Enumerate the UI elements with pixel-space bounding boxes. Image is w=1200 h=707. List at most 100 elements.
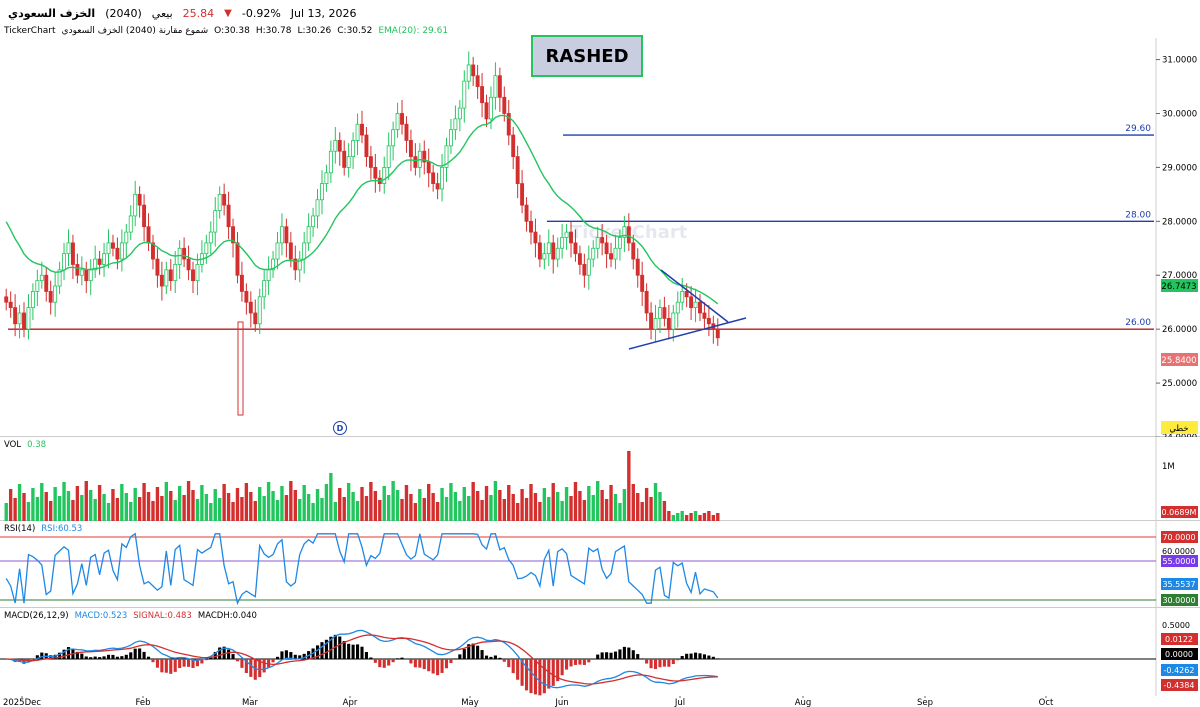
macd-hist-bar [662, 659, 666, 667]
macd-hist-bar [645, 659, 649, 664]
candle-body [66, 242, 71, 255]
volume-bar [200, 485, 204, 521]
volume-bar [698, 515, 702, 521]
candle-body [4, 296, 9, 303]
rsi-legend: RSI(14) RSI:60.53 [4, 524, 82, 534]
candle-body [226, 204, 231, 228]
candle-body [426, 161, 431, 174]
macd-hist-bar [182, 659, 186, 667]
candle-body [48, 291, 53, 303]
volume-bar [160, 496, 164, 521]
candle-body [346, 156, 351, 168]
candle-body [119, 242, 124, 260]
volume-bar [684, 515, 689, 521]
macd-hist-bar [596, 654, 600, 659]
macd-hist-bar [195, 659, 200, 667]
dividend-marker-icon[interactable]: D [333, 421, 347, 435]
macd-hist-bar [471, 643, 475, 659]
volume-bar [124, 493, 128, 521]
candle-body [342, 150, 347, 168]
candle-body [137, 193, 142, 206]
macd-hist-bar [369, 657, 373, 659]
volume-bar [195, 499, 200, 521]
chart-source: TickerChart [4, 26, 56, 36]
volume-chart[interactable]: 1M 0.0689M [0, 437, 1200, 521]
macd-hist-bar [560, 659, 564, 676]
volume-bar [644, 488, 649, 521]
candle-body [693, 301, 698, 308]
volume-bar [604, 499, 609, 521]
level-label: 29.60 [1125, 124, 1151, 134]
candle-body [582, 264, 587, 276]
volume-bar [271, 491, 275, 521]
candle-body [706, 317, 711, 325]
macd-value-badge [1161, 664, 1198, 676]
candle-body [382, 167, 387, 184]
candle-body [35, 280, 40, 292]
macd-hist-bar [427, 659, 431, 672]
ohlc-close: C:30.52 [337, 26, 373, 36]
volume-bar [293, 490, 297, 521]
volume-bar [222, 484, 226, 521]
candle-body [466, 64, 471, 82]
macd-hist-bar [40, 652, 44, 659]
candle-body [613, 247, 618, 260]
volume-bar [275, 500, 280, 521]
macd-hist-bar [476, 645, 480, 659]
macd-hist-bar [324, 639, 328, 659]
volume-bar [475, 491, 480, 521]
macd-hist-bar [480, 650, 484, 659]
macd-hist-bar [422, 659, 426, 670]
volume-bar [191, 490, 195, 521]
volume-bar [137, 497, 142, 521]
volume-bar [333, 502, 338, 521]
macd-hist-bar [578, 659, 582, 665]
volume-bar [676, 513, 680, 521]
volume-bar [115, 498, 120, 521]
macd-hist-bar [667, 659, 671, 667]
macd-hist-bar [680, 656, 684, 659]
candle-body [288, 242, 293, 260]
macd-hist-bar [155, 659, 159, 668]
candle-body [79, 269, 84, 276]
macd-hist-bar [605, 652, 609, 659]
candle-body [168, 269, 173, 282]
macd-hist-bar [387, 659, 391, 666]
ohlc-open: O:30.38 [214, 26, 250, 36]
macd-hist-bar [138, 648, 142, 659]
symbol-code: (2040) [105, 6, 142, 20]
volume-bar [520, 489, 524, 521]
macd-hist-bar [613, 651, 618, 659]
macd-hist-bar [382, 659, 386, 668]
price-chart[interactable]: TickerChart 29.60 28.00 26.00 31.0000 30.00… [0, 0, 1200, 437]
volume-bar [311, 503, 315, 521]
volume-bar [302, 485, 306, 521]
rsi-chart[interactable]: 70.0000 60.0000 55.0000 35.5537 30.0000 [0, 521, 1200, 608]
macd-hist-bar [618, 649, 622, 659]
volume-bar [129, 502, 133, 521]
time-axis-label: Feb [135, 698, 150, 707]
macd-hist-bar [235, 659, 240, 662]
candle-body [217, 193, 222, 211]
macd-hist-bar [511, 659, 515, 674]
macd-chart[interactable]: 0.5000 0.0122 0.0000 -0.4262 -0.4384 [0, 608, 1200, 696]
time-axis-label: Apr [343, 698, 358, 707]
candle-body [328, 150, 333, 174]
macd-hist-bar [413, 659, 417, 668]
macd-hist-bar [547, 659, 551, 689]
volume-bar [231, 502, 235, 521]
macd-zero-badge [1161, 648, 1198, 660]
triangle-upper-line [660, 269, 729, 323]
macd-hist-bar [280, 651, 284, 659]
volume-bar [667, 511, 671, 521]
candle-body [404, 123, 409, 141]
macd-hist-bar [600, 652, 604, 659]
macd-hist-bar [538, 659, 542, 696]
macd-label: MACD(26,12,9) [4, 611, 69, 621]
chart-mode-text: خطي [1169, 424, 1188, 434]
volume-bar [498, 490, 502, 521]
macd-hist-bar [262, 659, 266, 673]
macd-hist-bar [84, 656, 88, 659]
volume-tick: 1M [1162, 462, 1175, 472]
rashed-label: RASHED [531, 35, 643, 77]
